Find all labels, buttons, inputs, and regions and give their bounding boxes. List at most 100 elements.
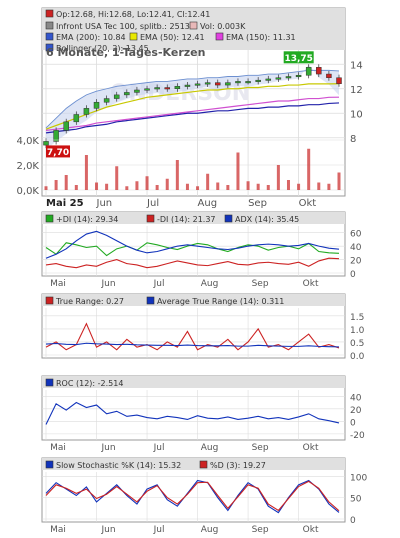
panel-axis-tick: 0 (350, 270, 356, 280)
red-square-icon (45, 296, 54, 305)
ema50-line (45, 83, 340, 130)
candle-body (73, 114, 80, 123)
panel-axis-tick: 50 (350, 495, 362, 505)
price-x-label: Okt (299, 198, 317, 209)
volume-bar (236, 152, 240, 190)
legend-item-label: EMA (200): 10.84 (56, 33, 126, 42)
price-x-label: Jul (146, 198, 159, 209)
legend-item-label: +DI (14): 29.34 (56, 215, 118, 224)
volume-bar (307, 148, 311, 190)
panel-x-label: Jun (100, 279, 115, 289)
panel-axis-tick: 1.0 (350, 326, 365, 336)
blue-square-icon (224, 214, 233, 223)
panel-x-label: Sep (252, 443, 269, 453)
candle-body (316, 67, 322, 75)
price-axis-tick: 10 (350, 109, 363, 120)
panel-axis-tick: 0 (350, 418, 356, 428)
volume-bar (196, 186, 200, 190)
yellow-square-icon (129, 32, 138, 41)
candle-body (134, 89, 140, 93)
volume-bar (297, 183, 301, 190)
candle-body (235, 81, 241, 84)
candle-body (194, 83, 201, 86)
candle-body (144, 88, 150, 91)
legend-item-label: Slow Stochastic %K (14): 15.32 (56, 461, 181, 470)
price-axis-tick: 8 (350, 134, 356, 145)
candle-body (285, 76, 292, 79)
price-x-label: Aug (198, 198, 218, 209)
volume-bar (95, 182, 99, 190)
candle-body (83, 108, 90, 115)
legend-item-label: Op:12.68, Hi:12.68, Lo:12.41, Cl:12.41 (56, 10, 210, 19)
volume-axis-tick: 0,0K (17, 186, 40, 197)
legend-item-label: ROC (12): -2.514 (56, 379, 123, 388)
panel-x-label: Aug (201, 279, 219, 289)
price-x-label: Jun (96, 198, 113, 209)
price-axis-tick: 14 (350, 60, 363, 71)
candle-body (63, 121, 69, 131)
blue-square-icon (45, 460, 54, 469)
candle-body (124, 92, 130, 96)
candle-body (295, 75, 302, 78)
high-label-box (283, 51, 314, 64)
volume-bar (276, 165, 280, 190)
blue-square-icon (45, 43, 54, 52)
candle-body (336, 77, 342, 84)
volume-bar (105, 183, 109, 190)
panel-axis-tick: 20 (350, 257, 362, 267)
panel-axis-tick: 0.0 (350, 352, 365, 362)
candle-body (174, 86, 181, 90)
legend-item-label: Vol: 0.003K (200, 22, 246, 31)
price-x-label: Mai 25 (46, 198, 84, 209)
panel-axis-tick: 20 (350, 406, 362, 416)
volume-axis-tick: 2,0K (17, 161, 40, 172)
roc-line (45, 401, 340, 425)
panel-axis-tick: 0 (350, 516, 356, 526)
price-axis-tick: 12 (350, 85, 363, 96)
volume-bar (256, 183, 260, 190)
volume-bar (135, 181, 139, 190)
legend-item-label: Infront USA Tec 100, splitb.: 25138 (56, 22, 195, 31)
stoch-d-line (45, 480, 340, 512)
bollinger-upper-line (45, 69, 340, 129)
price-x-label: Sep (248, 198, 267, 209)
legend-item-label: EMA (150): 11.31 (226, 33, 296, 42)
volume-bar (266, 185, 270, 190)
volume-bar (246, 181, 250, 190)
volume-bar (216, 182, 220, 190)
period-title: 6 Monate, 1-Tages-Kerzen (46, 46, 205, 59)
legend-item-label: Bollinger (20, 2): 13.45 (56, 44, 149, 53)
legend-item-label: -DI (14): 21.37 (157, 215, 216, 224)
legend-item-label: EMA (50): 12.41 (140, 33, 205, 42)
panel-axis-tick: 40 (350, 393, 362, 403)
candle-body (265, 78, 272, 81)
blue-square-icon (146, 296, 155, 305)
panel-axis-tick: -20 (350, 431, 365, 441)
volume-bar (175, 160, 179, 190)
panel-x-label: Sep (252, 525, 269, 535)
candle-body (275, 77, 282, 80)
candle-body (93, 101, 100, 109)
ema150-line (45, 96, 340, 131)
candle-body (164, 87, 170, 90)
volume-bar (337, 172, 341, 190)
avg-true-range-line (45, 342, 340, 348)
panel-x-label: Jun (100, 443, 115, 453)
volume-bar (115, 166, 119, 190)
candle-body (215, 82, 221, 86)
candle-body (204, 82, 211, 85)
candle-body (305, 67, 312, 76)
panel-x-label: Mai (50, 525, 66, 535)
legend-item-label: True Range: 0.27 (55, 297, 124, 306)
adx-line (45, 230, 340, 259)
volume-bar (44, 186, 48, 190)
panel-x-label: Jul (153, 279, 165, 289)
blue-square-icon (45, 32, 54, 41)
candle-body (113, 94, 120, 99)
volume-bar (226, 185, 230, 190)
candle-body (103, 98, 110, 103)
pink-square-icon (189, 21, 198, 30)
candle-body (43, 141, 49, 146)
panel-legend-background (42, 294, 345, 306)
